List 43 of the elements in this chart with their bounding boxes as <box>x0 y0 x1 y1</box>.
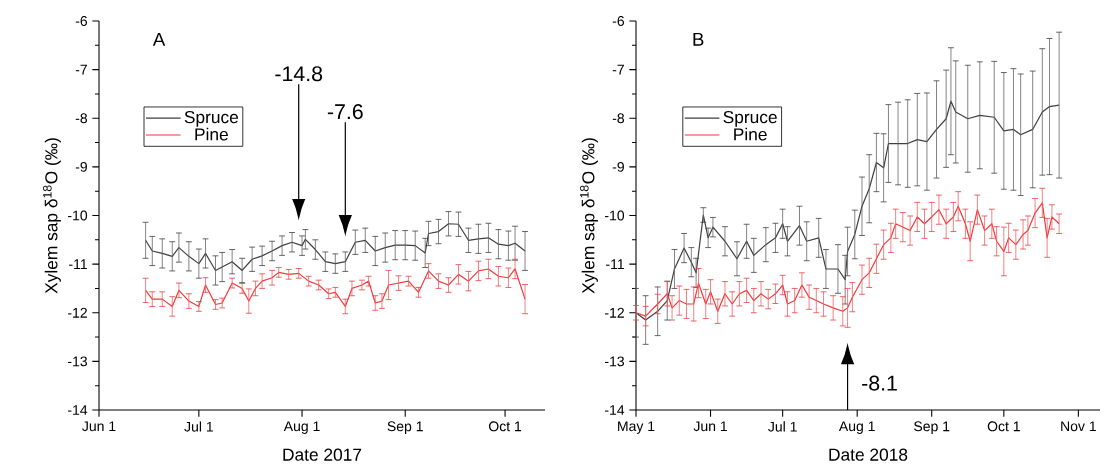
x-tick-label: Nov 1 <box>1061 421 1096 432</box>
y-tick-label: -14 <box>605 405 625 415</box>
y-tick-label: -13 <box>605 356 625 367</box>
y-tick-label: -11 <box>69 259 87 269</box>
y-tick-label: -10 <box>68 210 88 221</box>
x-tick-label: Aug 1 <box>838 421 875 434</box>
y-tick-label: -11 <box>606 259 624 269</box>
y-tick-label: -8 <box>75 113 88 124</box>
legend-label: Pine <box>734 127 767 141</box>
y-tick-label: -6 <box>75 16 88 26</box>
y-tick-label: -9 <box>75 161 87 172</box>
y-tick-label: -8 <box>612 113 625 124</box>
x-tick-label: Sep 1 <box>914 421 950 435</box>
legend-label: Spruce <box>723 110 777 127</box>
y-tick-label: -12 <box>68 307 87 318</box>
x-tick-label: May 1 <box>618 421 655 434</box>
x-tick-label: Aug 1 <box>283 421 320 434</box>
x-tick-label: Jul 1 <box>184 421 213 432</box>
x-axis-title: Date 2018 <box>829 448 908 461</box>
x-tick-label: Jun 1 <box>82 421 116 432</box>
ref-line-label: -14.8 <box>275 66 323 82</box>
y-tick-label: -12 <box>605 307 624 318</box>
ref-line-label: -7.6 <box>327 104 363 120</box>
y-tick-label: -7 <box>612 64 624 75</box>
y-tick-label: -10 <box>605 210 625 221</box>
x-tick-label: Jun 1 <box>693 421 727 432</box>
annotation: A <box>152 32 166 46</box>
x-tick-label: Sep 1 <box>387 421 423 435</box>
legend-label: Spruce <box>184 110 239 127</box>
x-axis-title: Date 2017 <box>283 448 362 461</box>
x-tick-label: Oct 1 <box>987 421 1020 432</box>
y-tick-label: -6 <box>612 16 625 26</box>
x-tick-label: Oct 1 <box>489 421 522 432</box>
y-tick-label: -14 <box>68 405 88 415</box>
y-tick-label: -9 <box>612 161 624 172</box>
ref-line-label: -8.1 <box>862 375 897 391</box>
y-tick-label: -7 <box>75 64 87 75</box>
x-tick-label: Jul 1 <box>768 421 797 432</box>
y-axis-title: Xylem sap δ$^{18}$O (‰) <box>580 138 598 294</box>
y-tick-label: -13 <box>68 356 88 367</box>
annotation: B <box>693 32 704 46</box>
y-axis-title: Xylem sap δ$^{18}$O (‰) <box>43 138 61 294</box>
legend-label: Pine <box>195 127 228 141</box>
